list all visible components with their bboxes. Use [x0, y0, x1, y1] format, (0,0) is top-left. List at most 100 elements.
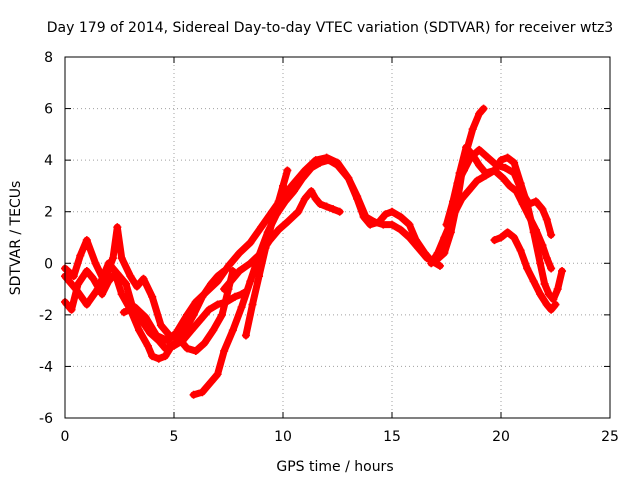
data-point	[542, 300, 551, 309]
data-point	[536, 259, 545, 268]
data-point	[93, 285, 102, 294]
data-point	[289, 187, 298, 196]
data-point	[67, 305, 76, 314]
data-point	[200, 339, 209, 348]
data-point	[217, 310, 226, 319]
data-point	[503, 228, 512, 237]
data-point	[300, 194, 309, 203]
data-point	[202, 287, 211, 296]
data-point	[551, 300, 560, 309]
data-point	[457, 194, 466, 203]
data-point	[265, 236, 274, 245]
series-line	[220, 187, 344, 293]
data-point	[191, 297, 200, 306]
data-point	[558, 267, 567, 276]
series-track-7	[220, 187, 344, 294]
data-point	[459, 166, 468, 175]
data-point	[91, 259, 100, 268]
data-point	[207, 377, 216, 386]
chart-series-layer	[61, 104, 567, 399]
data-point	[220, 346, 229, 355]
data-point	[510, 169, 519, 178]
data-point	[241, 331, 250, 340]
data-point	[246, 277, 255, 286]
data-point	[161, 352, 170, 361]
data-point	[379, 220, 388, 229]
data-point	[316, 199, 325, 208]
data-point	[189, 390, 198, 399]
data-point	[307, 163, 316, 172]
data-point	[344, 174, 353, 183]
data-point	[283, 218, 292, 227]
data-point	[536, 290, 545, 299]
data-point	[113, 223, 122, 232]
data-point	[117, 254, 126, 263]
data-point	[449, 197, 458, 206]
data-point	[108, 254, 117, 263]
data-point	[246, 259, 255, 268]
data-point	[427, 259, 436, 268]
data-point	[311, 194, 320, 203]
data-point	[122, 279, 131, 288]
y-tick-label: 0	[44, 256, 53, 272]
y-tick-label: -6	[39, 411, 53, 427]
data-point	[143, 341, 152, 350]
data-point	[191, 346, 200, 355]
data-point	[497, 156, 505, 165]
data-point	[405, 220, 414, 229]
data-point	[547, 230, 556, 239]
data-point	[405, 233, 414, 242]
data-point	[523, 264, 532, 273]
data-point	[553, 285, 562, 294]
x-tick-label: 5	[170, 429, 179, 445]
data-point	[154, 354, 163, 363]
data-point	[231, 292, 240, 301]
data-point	[283, 166, 292, 175]
data-point	[268, 218, 277, 227]
plot-frame	[64, 56, 611, 419]
data-point	[462, 143, 471, 152]
data-point	[224, 261, 233, 270]
data-point	[148, 292, 157, 301]
x-tick-label: 25	[601, 429, 619, 445]
data-point	[163, 336, 172, 345]
data-point	[492, 161, 501, 170]
series-track-2	[61, 223, 237, 355]
data-point	[547, 305, 556, 314]
y-tick-label: -4	[39, 359, 53, 375]
data-point	[381, 210, 390, 219]
data-point	[89, 274, 98, 283]
data-point	[235, 248, 244, 257]
series-track-10	[490, 228, 560, 314]
data-point	[117, 290, 126, 299]
data-point	[196, 316, 205, 325]
data-point	[464, 187, 473, 196]
data-point	[316, 158, 325, 167]
data-point	[435, 261, 444, 270]
data-point	[257, 248, 266, 257]
data-point	[209, 326, 218, 335]
data-point	[135, 326, 144, 335]
data-point	[246, 238, 255, 247]
data-point	[324, 156, 333, 165]
data-point	[453, 179, 462, 188]
data-point	[396, 212, 405, 221]
data-point	[370, 218, 379, 227]
data-point	[237, 303, 246, 312]
data-point	[499, 174, 508, 183]
y-axis-label: SDTVAR / TECUs	[8, 181, 24, 296]
data-point	[113, 269, 122, 278]
data-point	[82, 236, 91, 245]
data-point	[335, 207, 344, 216]
data-point	[542, 254, 551, 263]
data-point	[475, 145, 484, 154]
x-axis-label: GPS time / hours	[276, 459, 393, 475]
data-point	[433, 248, 442, 257]
data-point	[82, 300, 91, 309]
data-point	[228, 326, 237, 335]
data-point	[361, 212, 370, 221]
data-point	[170, 341, 178, 350]
data-point	[104, 259, 113, 268]
data-point	[98, 290, 107, 299]
